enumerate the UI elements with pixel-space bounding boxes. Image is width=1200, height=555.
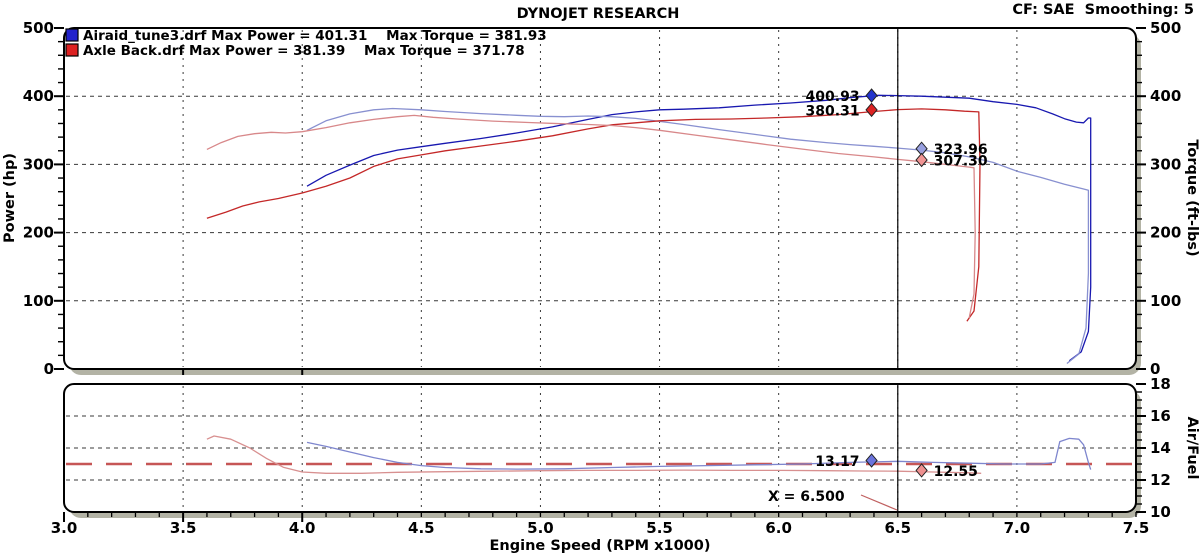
afr-axis-title: Air/Fuel xyxy=(1184,417,1200,480)
axis-tick-labels: 0 100 200 300 400 500 0 100 200 300 400 500 10 12 14 16… xyxy=(23,19,1182,537)
readout-axle-power: 380.31 xyxy=(806,103,860,119)
afr-plot-panel[interactable] xyxy=(63,383,1137,513)
torque-tick-label: 300 xyxy=(1150,155,1181,173)
curve-airaid-tune3-drf-power-hp- xyxy=(306,94,1092,362)
cursor-value-markers xyxy=(865,88,928,478)
rpm-tick-label: 6.5 xyxy=(884,519,911,537)
power-axis-title: Power (hp) xyxy=(2,153,18,243)
torque-tick-label: 0 xyxy=(1150,360,1160,378)
curve-airaid-tune3-drf-torque-ft-lbs- xyxy=(306,107,1090,365)
power-tick-label: 0 xyxy=(44,360,54,378)
marker-airaid-afr xyxy=(865,453,878,468)
power-tick-label: 500 xyxy=(23,19,54,37)
curve-axle-back-drf-power-hp- xyxy=(206,108,981,322)
power-tick-label: 200 xyxy=(23,224,54,242)
rpm-tick-label: 3.0 xyxy=(51,519,78,537)
afr-tick-label: 18 xyxy=(1150,375,1171,393)
curve-axle-back-drf-air-fuel xyxy=(206,435,982,474)
legend-swatch-axleback xyxy=(65,43,79,57)
legend-row-airaid: Airaid_tune3.drf Max Power = 401.31 Max … xyxy=(83,28,547,44)
marker-airaid-torque xyxy=(915,141,928,156)
marker-axle-torque xyxy=(915,152,928,168)
rpm-tick-label: 6.0 xyxy=(765,519,792,537)
chart-title: DYNOJET RESEARCH xyxy=(517,6,680,22)
rpm-tick-label: 3.5 xyxy=(170,519,197,537)
legend-swatch-airaid xyxy=(65,28,79,42)
curve-airaid-tune3-drf-air-fuel xyxy=(306,437,1092,470)
rpm-tick-label: 7.5 xyxy=(1123,519,1150,537)
legend-row-axleback: Axle Back.drf Max Power = 381.39 Max Tor… xyxy=(83,43,525,59)
correction-smoothing-label: CF: SAE Smoothing: 5 xyxy=(1012,2,1194,18)
rpm-tick-label: 5.0 xyxy=(527,519,554,537)
dyno-curves xyxy=(206,94,1092,474)
cursor-x-leader-line xyxy=(860,494,898,511)
afr-tick-label: 16 xyxy=(1150,407,1171,425)
torque-tick-label: 100 xyxy=(1150,292,1181,310)
torque-axis-title: Torque (ft-lbs) xyxy=(1184,139,1200,256)
axis-ticks xyxy=(54,27,1146,522)
readout-airaid-torque: 323.96 xyxy=(934,142,988,158)
afr-tick-label: 14 xyxy=(1150,439,1171,457)
readout-axle-torque: 307.30 xyxy=(934,153,988,169)
power-tick-label: 400 xyxy=(23,87,54,105)
legend: Airaid_tune3.drf Max Power = 401.31 Max … xyxy=(65,28,547,59)
torque-tick-label: 200 xyxy=(1150,224,1181,242)
power-tick-label: 300 xyxy=(23,155,54,173)
main-plot-panel[interactable] xyxy=(63,27,1137,370)
power-tick-label: 100 xyxy=(23,292,54,310)
marker-axle-power xyxy=(865,102,878,118)
readout-airaid-power: 400.93 xyxy=(806,89,860,105)
afr-tick-label: 10 xyxy=(1150,503,1171,521)
rpm-tick-label: 4.5 xyxy=(408,519,435,537)
readout-axle-afr: 12.55 xyxy=(934,464,978,480)
torque-tick-label: 400 xyxy=(1150,87,1181,105)
cursor-x-label: X = 6.500 xyxy=(768,489,845,505)
readout-airaid-afr: 13.17 xyxy=(815,454,859,470)
afr-tick-label: 12 xyxy=(1150,471,1171,489)
x-axis-title: Engine Speed (RPM x1000) xyxy=(490,538,711,554)
torque-tick-label: 500 xyxy=(1150,19,1181,37)
rpm-tick-label: 5.5 xyxy=(646,519,673,537)
curve-axle-back-drf-torque-ft-lbs- xyxy=(206,114,976,319)
rpm-tick-label: 7.0 xyxy=(1004,519,1031,537)
marker-axle-afr xyxy=(915,463,928,478)
rpm-tick-label: 4.0 xyxy=(289,519,316,537)
marker-airaid-power xyxy=(865,88,878,103)
